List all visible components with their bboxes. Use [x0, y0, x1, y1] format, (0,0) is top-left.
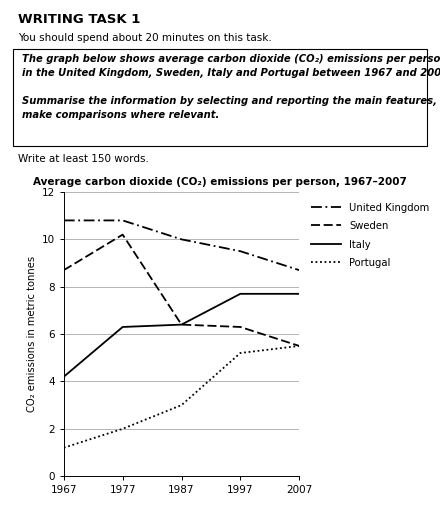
Text: The graph below shows average carbon dioxide (CO₂) emissions per person
in the U: The graph below shows average carbon dio…: [22, 54, 440, 78]
Sweden: [238, 324, 243, 330]
Portugal: [61, 444, 66, 451]
Line: Sweden: Sweden: [64, 234, 299, 346]
Sweden: [179, 322, 184, 328]
Italy: [61, 374, 66, 380]
Sweden: [61, 267, 66, 273]
Line: Italy: Italy: [64, 294, 299, 377]
United Kingdom: [179, 237, 184, 243]
Italy: [297, 291, 302, 297]
United Kingdom: [61, 218, 66, 224]
Sweden: [297, 343, 302, 349]
Text: WRITING TASK 1: WRITING TASK 1: [18, 13, 140, 26]
Legend: United Kingdom, Sweden, Italy, Portugal: United Kingdom, Sweden, Italy, Portugal: [311, 203, 429, 268]
United Kingdom: [297, 267, 302, 273]
Portugal: [179, 402, 184, 408]
United Kingdom: [120, 218, 125, 224]
Portugal: [238, 350, 243, 356]
Italy: [120, 324, 125, 330]
Line: United Kingdom: United Kingdom: [64, 221, 299, 270]
Text: You should spend about 20 minutes on this task.: You should spend about 20 minutes on thi…: [18, 33, 271, 44]
Portugal: [297, 343, 302, 349]
Italy: [179, 322, 184, 328]
Text: Write at least 150 words.: Write at least 150 words.: [18, 154, 148, 164]
Portugal: [120, 426, 125, 432]
Text: Average carbon dioxide (CO₂) emissions per person, 1967–2007: Average carbon dioxide (CO₂) emissions p…: [33, 177, 407, 187]
United Kingdom: [238, 248, 243, 254]
Y-axis label: CO₂ emissions in metric tonnes: CO₂ emissions in metric tonnes: [27, 256, 37, 412]
Italy: [238, 291, 243, 297]
Text: Summarise the information by selecting and reporting the main features, and
make: Summarise the information by selecting a…: [22, 96, 440, 120]
Sweden: [120, 231, 125, 238]
Line: Portugal: Portugal: [64, 346, 299, 447]
